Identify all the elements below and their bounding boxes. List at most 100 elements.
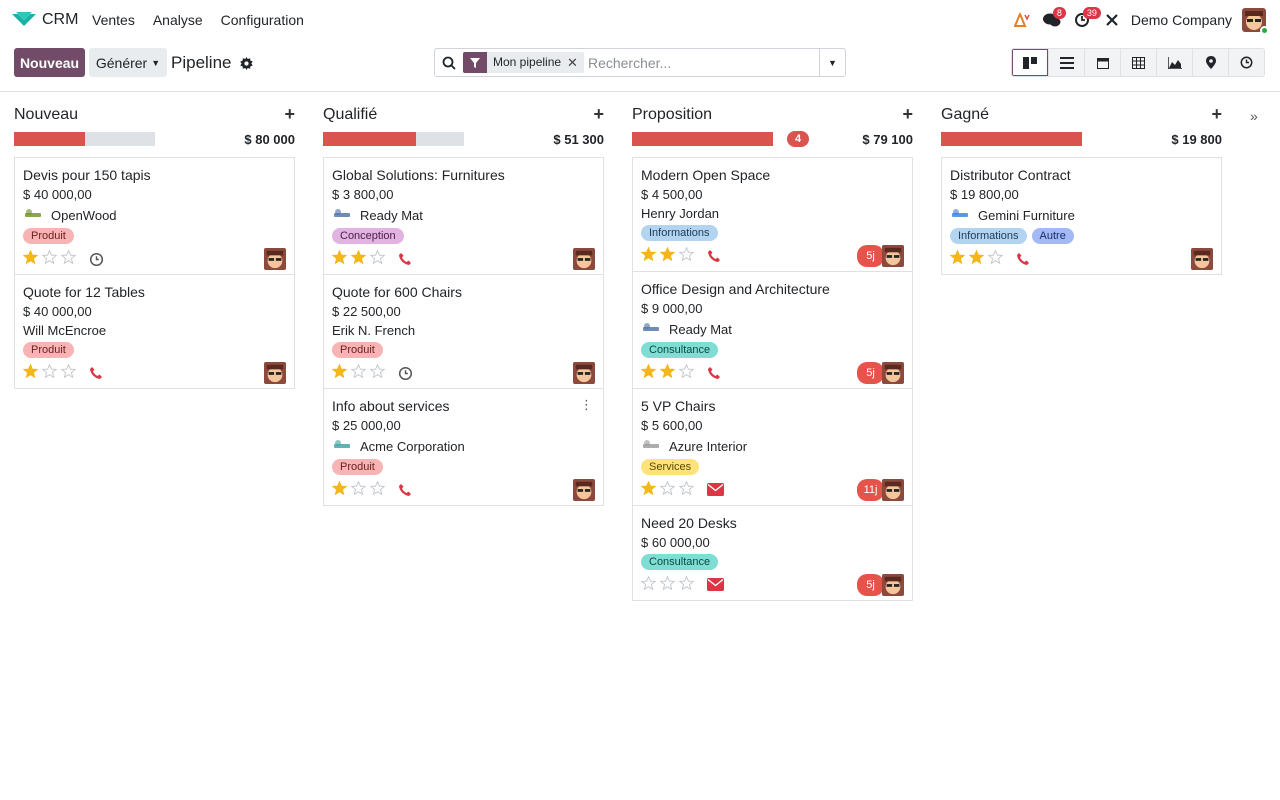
salesperson-avatar[interactable] (573, 479, 595, 501)
star-filled-icon[interactable] (332, 364, 347, 378)
view-activity[interactable] (1228, 49, 1264, 76)
opportunity-card[interactable]: Global Solutions: Furnitures $ 3 800,00 R… (323, 157, 604, 275)
view-map[interactable] (1192, 49, 1228, 76)
star-empty-icon[interactable] (370, 250, 385, 264)
star-empty-icon[interactable] (42, 364, 57, 378)
opportunity-card[interactable]: Info about services $ 25 000,00 Acme Corp… (323, 388, 604, 506)
column-header[interactable]: Gagné + (941, 92, 1222, 132)
star-filled-icon[interactable] (23, 364, 38, 378)
phone-icon[interactable] (89, 366, 103, 380)
app-brand[interactable]: CRM (12, 10, 78, 30)
view-calendar[interactable] (1084, 49, 1120, 76)
quick-create-icon[interactable]: + (1211, 104, 1222, 124)
star-filled-icon[interactable] (641, 247, 656, 261)
opportunity-card[interactable]: 5 VP Chairs $ 5 600,00 Azure Interior Serv… (632, 388, 913, 506)
star-filled-icon[interactable] (351, 250, 366, 264)
star-empty-icon[interactable] (679, 576, 694, 590)
column-header[interactable]: Nouveau + (14, 92, 295, 132)
phone-icon[interactable] (707, 249, 721, 263)
view-kanban[interactable] (1012, 49, 1048, 76)
star-filled-icon[interactable] (660, 247, 675, 261)
salesperson-avatar[interactable] (882, 362, 904, 384)
star-empty-icon[interactable] (660, 481, 675, 495)
star-empty-icon[interactable] (370, 364, 385, 378)
view-list[interactable] (1048, 49, 1084, 76)
company-switcher[interactable]: Demo Company (1130, 12, 1232, 28)
opportunity-card[interactable]: Modern Open Space $ 4 500,00 Henry Jordan… (632, 157, 913, 272)
salesperson-avatar[interactable] (1191, 248, 1213, 270)
salesperson-avatar[interactable] (882, 245, 904, 267)
activity-status[interactable] (707, 483, 724, 499)
menu-ventes[interactable]: Ventes (92, 12, 135, 28)
clock-icon[interactable] (89, 252, 104, 267)
star-empty-icon[interactable] (351, 364, 366, 378)
star-filled-icon[interactable] (660, 364, 675, 378)
salesperson-avatar[interactable] (882, 479, 904, 501)
star-empty-icon[interactable] (61, 364, 76, 378)
column-progress-bar[interactable] (14, 132, 155, 146)
activity-status[interactable] (398, 483, 412, 500)
opportunity-card[interactable]: Office Design and Architecture $ 9 000,0… (632, 271, 913, 389)
clock-icon[interactable] (398, 366, 413, 381)
salesperson-avatar[interactable] (264, 362, 286, 384)
quick-create-icon[interactable]: + (902, 104, 913, 124)
fold-columns-icon[interactable]: » (1250, 108, 1258, 124)
menu-analyse[interactable]: Analyse (152, 12, 203, 28)
opportunity-card[interactable]: Need 20 Desks $ 60 000,00 Consultance 5j (632, 505, 913, 601)
column-progress-bar[interactable] (632, 132, 773, 146)
email-icon[interactable] (707, 578, 724, 591)
star-filled-icon[interactable] (332, 250, 347, 264)
star-empty-icon[interactable] (679, 247, 694, 261)
activity-status[interactable] (89, 252, 104, 270)
star-empty-icon[interactable] (988, 250, 1003, 264)
generate-leads-button[interactable]: Générer ▼ (89, 48, 167, 77)
phone-icon[interactable] (398, 483, 412, 497)
facet-remove-icon[interactable]: ✕ (567, 55, 578, 70)
star-filled-icon[interactable] (23, 250, 38, 264)
column-header[interactable]: Proposition + (632, 92, 913, 132)
star-empty-icon[interactable] (641, 576, 656, 590)
view-graph[interactable] (1156, 49, 1192, 76)
activity-status[interactable] (398, 252, 412, 269)
column-progress-bar[interactable] (323, 132, 464, 146)
quick-create-icon[interactable]: + (284, 104, 295, 124)
star-empty-icon[interactable] (679, 364, 694, 378)
star-filled-icon[interactable] (969, 250, 984, 264)
view-pivot[interactable] (1120, 49, 1156, 76)
salesperson-avatar[interactable] (573, 248, 595, 270)
user-avatar[interactable] (1242, 8, 1269, 35)
activity-status[interactable] (398, 366, 413, 384)
activity-status[interactable] (89, 366, 103, 383)
search-options-toggle[interactable]: ▼ (819, 49, 845, 76)
phone-icon[interactable] (707, 366, 721, 380)
search-icon[interactable] (435, 49, 463, 76)
salesperson-avatar[interactable] (573, 362, 595, 384)
star-filled-icon[interactable] (332, 481, 347, 495)
star-empty-icon[interactable] (660, 576, 675, 590)
quick-create-icon[interactable]: + (593, 104, 604, 124)
phone-icon[interactable] (398, 252, 412, 266)
activities-clock-icon[interactable]: 39 (1069, 7, 1101, 32)
star-empty-icon[interactable] (679, 481, 694, 495)
salesperson-avatar[interactable] (264, 248, 286, 270)
new-button[interactable]: Nouveau (14, 48, 85, 77)
email-icon[interactable] (707, 483, 724, 496)
star-filled-icon[interactable] (641, 364, 656, 378)
opportunity-card[interactable]: Devis pour 150 tapis $ 40 000,00 OpenWood… (14, 157, 295, 275)
menu-configuration[interactable]: Configuration (220, 12, 304, 28)
activity-status[interactable] (1016, 252, 1030, 269)
salesperson-avatar[interactable] (882, 574, 904, 596)
card-menu-icon[interactable]: ⋮ (580, 397, 593, 412)
search-input[interactable] (587, 54, 808, 71)
gear-icon[interactable] (239, 56, 253, 70)
opportunity-card[interactable]: Distributor Contract $ 19 800,00 Gemini F… (941, 157, 1222, 275)
opportunity-card[interactable]: Quote for 12 Tables $ 40 000,00 Will McEn… (14, 274, 295, 389)
opportunity-card[interactable]: Quote for 600 Chairs $ 22 500,00 Erik N. … (323, 274, 604, 389)
column-header[interactable]: Qualifié + (323, 92, 604, 132)
debug-tools-icon[interactable] (1099, 8, 1125, 32)
star-empty-icon[interactable] (42, 250, 57, 264)
activity-status[interactable] (707, 578, 724, 594)
star-empty-icon[interactable] (370, 481, 385, 495)
activity-status[interactable] (707, 249, 721, 266)
star-filled-icon[interactable] (641, 481, 656, 495)
